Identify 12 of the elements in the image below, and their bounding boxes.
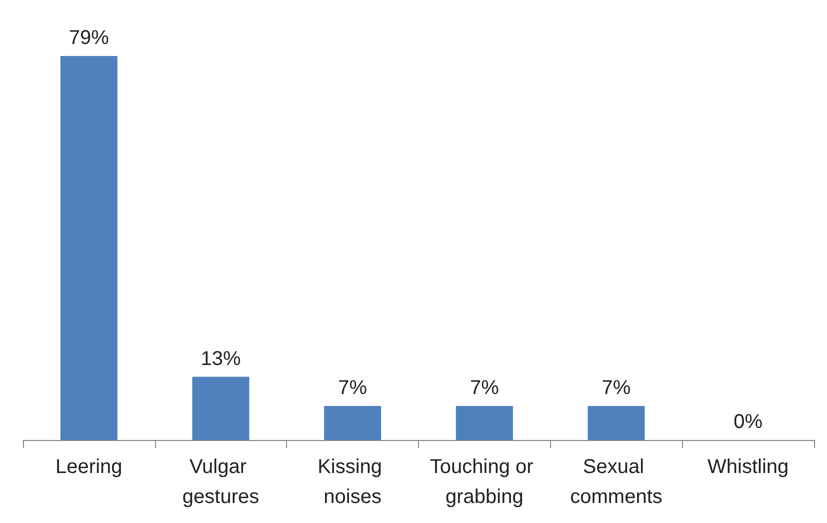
data-label: 13% [200,348,241,370]
data-label: 7% [338,376,368,399]
x-tick-label: Whistling [708,456,789,478]
x-tick-label: Touching or grabbing [430,456,539,508]
data-label: 0% [734,411,763,433]
data-label: 79% [68,27,110,49]
data-label: 7% [470,376,500,399]
x-tick-label: Sexual comments [570,456,662,508]
x-tick-label: Vulgar gestures [182,456,260,508]
x-tick-label: Kissing noises [318,456,388,508]
data-label: 7% [602,376,631,399]
x-tick-label: Leering [56,456,122,478]
